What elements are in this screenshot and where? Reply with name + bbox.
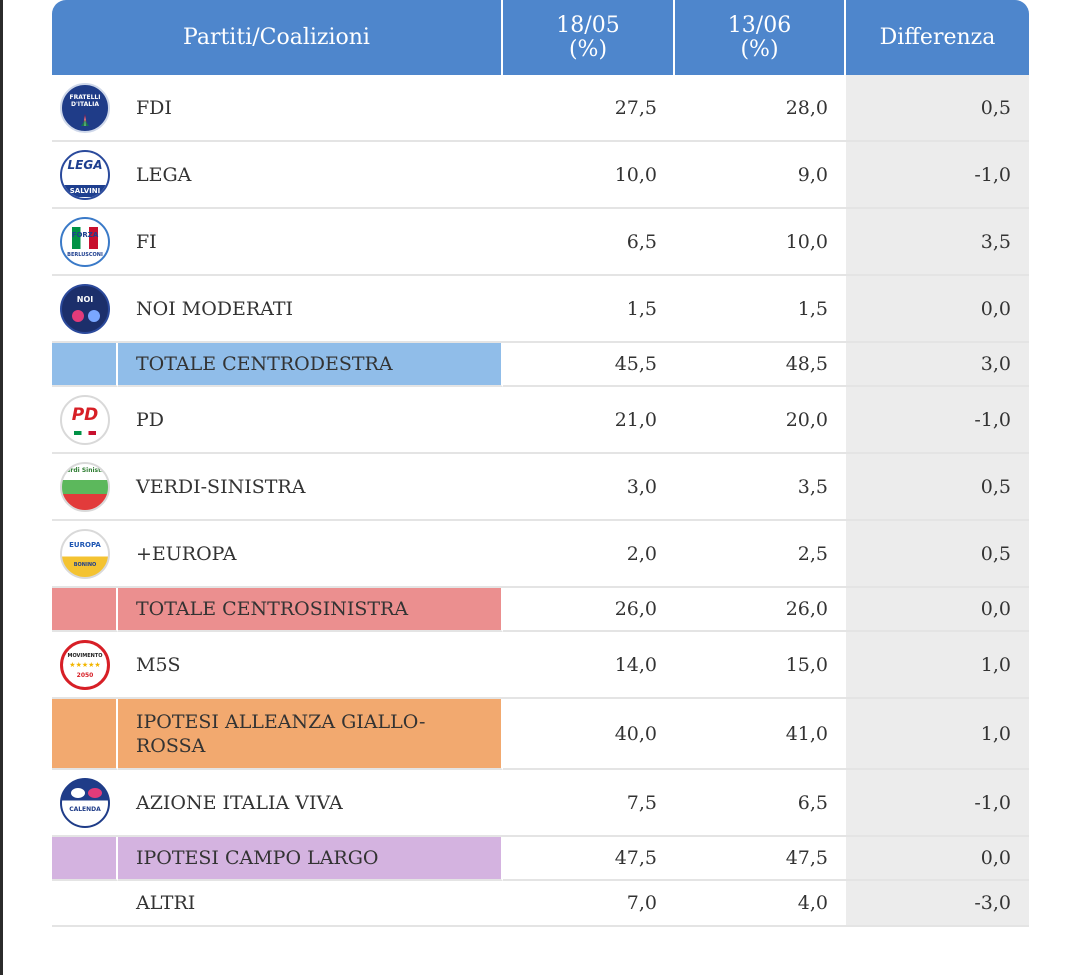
- value-date-1: 14,0: [503, 632, 675, 699]
- empty-cell: [52, 881, 118, 927]
- empty-cell: [52, 699, 118, 770]
- party-name: NOI MODERATI: [118, 276, 503, 343]
- value-date-1: 6,5: [503, 209, 675, 276]
- value-date-2: 48,5: [675, 343, 846, 387]
- party-name: FI: [118, 209, 503, 276]
- europa-logo-icon: EUROPA BONINO: [52, 521, 118, 588]
- header-difference: Differenza: [846, 0, 1029, 75]
- table-row-total: IPOTESI ALLEANZA GIALLO- ROSSA 40,0 41,0…: [52, 699, 1029, 770]
- value-difference: 1,0: [846, 699, 1029, 770]
- value-date-1: 21,0: [503, 387, 675, 454]
- header-date-1: 18/05 (%): [503, 0, 675, 75]
- table-row: ALTRI 7,0 4,0 -3,0: [52, 881, 1029, 927]
- table-row: EUROPA BONINO +EUROPA 2,0 2,5 0,5: [52, 521, 1029, 588]
- value-date-1: 27,5: [503, 75, 675, 142]
- party-name: FDI: [118, 75, 503, 142]
- value-date-2: 9,0: [675, 142, 846, 209]
- value-date-2: 6,5: [675, 770, 846, 837]
- table-row: FRATELLI D'ITALIA FDI 27,5 28,0 0,5: [52, 75, 1029, 142]
- window-edge: [0, 0, 3, 975]
- coalition-name: TOTALE CENTRODESTRA: [118, 343, 503, 387]
- party-name: ALTRI: [118, 881, 503, 927]
- header-party: Partiti/Coalizioni: [52, 0, 503, 75]
- value-date-1: 7,5: [503, 770, 675, 837]
- table-row: FORZA BERLUSCONI FI 6,5 10,0 3,5: [52, 209, 1029, 276]
- value-date-1: 26,0: [503, 588, 675, 632]
- value-date-2: 1,5: [675, 276, 846, 343]
- value-date-1: 1,5: [503, 276, 675, 343]
- table-row: LEGA SALVINI LEGA 10,0 9,0 -1,0: [52, 142, 1029, 209]
- table-row-total: IPOTESI CAMPO LARGO 47,5 47,5 0,0: [52, 837, 1029, 881]
- value-date-2: 2,5: [675, 521, 846, 588]
- verdi-sinistra-logo-icon: Verdi Sinistra: [52, 454, 118, 521]
- table-row-total: TOTALE CENTROSINISTRA 26,0 26,0 0,0: [52, 588, 1029, 632]
- value-date-2: 20,0: [675, 387, 846, 454]
- fdi-logo-icon: FRATELLI D'ITALIA: [52, 75, 118, 142]
- empty-cell: [52, 837, 118, 881]
- value-difference: 0,0: [846, 837, 1029, 881]
- value-date-2: 3,5: [675, 454, 846, 521]
- value-difference: 0,0: [846, 276, 1029, 343]
- table-row-total: TOTALE CENTRODESTRA 45,5 48,5 3,0: [52, 343, 1029, 387]
- value-date-2: 41,0: [675, 699, 846, 770]
- value-date-2: 4,0: [675, 881, 846, 927]
- value-difference: 3,5: [846, 209, 1029, 276]
- party-name: +EUROPA: [118, 521, 503, 588]
- party-name: PD: [118, 387, 503, 454]
- value-date-1: 47,5: [503, 837, 675, 881]
- table-header-row: Partiti/Coalizioni 18/05 (%) 13/06 (%) Dif…: [52, 0, 1029, 75]
- value-date-1: 10,0: [503, 142, 675, 209]
- value-date-1: 7,0: [503, 881, 675, 927]
- table-row: CALENDA AZIONE ITALIA VIVA 7,5 6,5 -1,0: [52, 770, 1029, 837]
- table-row: PD PD 21,0 20,0 -1,0: [52, 387, 1029, 454]
- value-difference: 0,5: [846, 454, 1029, 521]
- party-name: M5S: [118, 632, 503, 699]
- coalition-name: IPOTESI ALLEANZA GIALLO- ROSSA: [118, 699, 503, 770]
- value-difference: 1,0: [846, 632, 1029, 699]
- party-name: LEGA: [118, 142, 503, 209]
- value-date-2: 10,0: [675, 209, 846, 276]
- poll-table: Partiti/Coalizioni 18/05 (%) 13/06 (%) Dif…: [52, 0, 1029, 927]
- empty-cell: [52, 343, 118, 387]
- table-row: Verdi Sinistra VERDI-SINISTRA 3,0 3,5 0,…: [52, 454, 1029, 521]
- value-difference: -1,0: [846, 142, 1029, 209]
- party-name: VERDI-SINISTRA: [118, 454, 503, 521]
- value-date-1: 40,0: [503, 699, 675, 770]
- value-difference: -1,0: [846, 387, 1029, 454]
- value-date-2: 28,0: [675, 75, 846, 142]
- value-difference: -1,0: [846, 770, 1029, 837]
- value-date-2: 47,5: [675, 837, 846, 881]
- party-name: AZIONE ITALIA VIVA: [118, 770, 503, 837]
- table-row: MOVIMENTO ★★★★★ 2050 M5S 14,0 15,0 1,0: [52, 632, 1029, 699]
- value-date-1: 3,0: [503, 454, 675, 521]
- m5s-logo-icon: MOVIMENTO ★★★★★ 2050: [52, 632, 118, 699]
- noi-moderati-logo-icon: NOI: [52, 276, 118, 343]
- fi-logo-icon: FORZA BERLUSCONI: [52, 209, 118, 276]
- value-date-1: 45,5: [503, 343, 675, 387]
- pd-logo-icon: PD: [52, 387, 118, 454]
- coalition-name: TOTALE CENTROSINISTRA: [118, 588, 503, 632]
- value-date-1: 2,0: [503, 521, 675, 588]
- azione-italia-viva-logo-icon: CALENDA: [52, 770, 118, 837]
- header-date-2: 13/06 (%): [675, 0, 846, 75]
- value-difference: 0,0: [846, 588, 1029, 632]
- value-difference: 3,0: [846, 343, 1029, 387]
- value-difference: -3,0: [846, 881, 1029, 927]
- value-date-2: 26,0: [675, 588, 846, 632]
- value-difference: 0,5: [846, 75, 1029, 142]
- value-date-2: 15,0: [675, 632, 846, 699]
- value-difference: 0,5: [846, 521, 1029, 588]
- table-row: NOI NOI MODERATI 1,5 1,5 0,0: [52, 276, 1029, 343]
- lega-logo-icon: LEGA SALVINI: [52, 142, 118, 209]
- empty-cell: [52, 588, 118, 632]
- coalition-name: IPOTESI CAMPO LARGO: [118, 837, 503, 881]
